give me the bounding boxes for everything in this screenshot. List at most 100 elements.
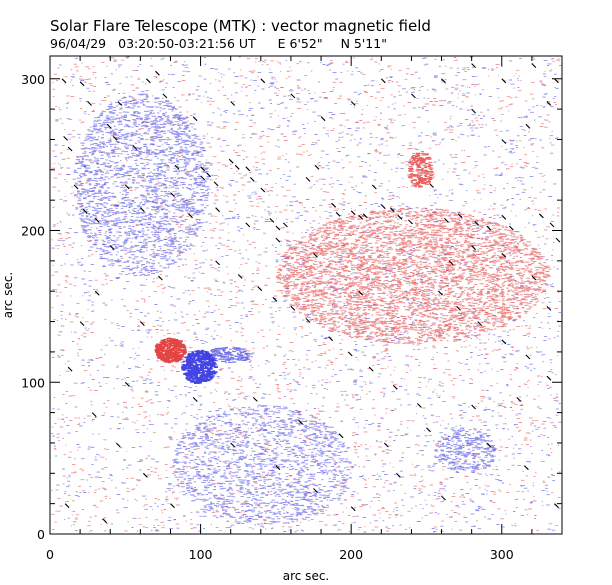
polarity-regions <box>73 93 552 527</box>
vector-mark <box>471 63 476 68</box>
vector-mark <box>392 384 398 390</box>
positive-spot-texture <box>154 337 187 364</box>
vector-mark <box>132 145 138 150</box>
axis-ticks <box>49 56 563 535</box>
vector-mark <box>429 183 434 188</box>
negative-plage-south-texture <box>172 404 352 527</box>
plot-area <box>51 56 563 533</box>
positive-noise <box>51 56 563 533</box>
vector-mark <box>124 184 130 190</box>
vector-mark <box>82 208 88 214</box>
vector-mark <box>230 101 236 106</box>
vector-mark <box>313 488 318 493</box>
vector-mark <box>441 78 446 84</box>
vector-mark <box>305 177 311 182</box>
vector-mark <box>539 213 544 219</box>
vector-mark <box>474 221 480 226</box>
vector-mark <box>338 433 344 439</box>
vector-mark <box>362 213 368 219</box>
vector-mark <box>380 78 386 84</box>
negative-plage-sw-texture <box>434 427 498 473</box>
obs-location-n: N 5'11" <box>341 36 387 51</box>
vector-mark <box>328 336 333 342</box>
negative-spot-texture <box>181 349 219 384</box>
vector-mark <box>371 184 377 190</box>
vector-mark <box>79 81 85 87</box>
vector-mark <box>396 472 401 478</box>
vector-mark <box>124 381 130 387</box>
vector-mark <box>73 184 79 190</box>
vector-mark <box>516 397 522 402</box>
vector-mark <box>260 187 266 193</box>
y-tick-label: 0 <box>37 527 45 542</box>
vector-mark <box>554 503 559 509</box>
vector-mark <box>237 274 243 279</box>
vector-mark <box>215 260 220 266</box>
vector-mark <box>501 339 507 345</box>
vector-mark <box>486 442 492 448</box>
positive-plage-mid-texture <box>275 207 552 345</box>
vector-mark <box>162 93 168 99</box>
y-tick-label: 300 <box>21 72 45 87</box>
vector-mark <box>260 78 266 84</box>
vector-mark <box>102 518 108 524</box>
vector-mark <box>290 306 296 311</box>
vector-mark <box>230 442 236 448</box>
vector-mark <box>501 252 507 258</box>
obs-date: 96/04/29 <box>50 36 106 51</box>
vector-mark <box>448 260 454 266</box>
vector-mark <box>283 222 288 228</box>
positive-plage-east-texture <box>407 151 435 188</box>
vector-mark <box>290 93 296 99</box>
x-tick-label: 200 <box>339 547 363 562</box>
vector-mark <box>525 354 531 360</box>
vector-mark <box>335 211 341 217</box>
negative-plage-west <box>73 93 210 276</box>
vector-mark <box>188 213 193 219</box>
vector-mark <box>61 78 67 84</box>
vector-mark <box>350 101 356 106</box>
vector-mark <box>143 472 148 478</box>
x-tick-label: 300 <box>490 547 514 562</box>
vector-mark <box>228 158 234 164</box>
vector-mark <box>275 225 281 231</box>
positive-plage-east <box>407 151 435 188</box>
vector-mark <box>438 290 443 296</box>
vector-mark <box>350 210 356 216</box>
vector-mark <box>331 202 336 208</box>
vector-mark <box>158 275 163 281</box>
x-tick-label: 100 <box>189 547 213 562</box>
vector-mark <box>109 245 115 251</box>
vector-mark <box>215 207 220 213</box>
vector-mark <box>358 290 364 296</box>
vector-mark <box>383 442 389 448</box>
vector-mark <box>174 164 180 170</box>
positive-plage-mid <box>275 207 552 345</box>
vector-mark <box>347 351 353 357</box>
vector-mark <box>170 503 175 509</box>
vector-mark <box>252 397 258 402</box>
vector-mark <box>426 427 431 433</box>
vector-mark <box>508 225 514 231</box>
chart-title: Solar Flare Telescope (MTK) : vector mag… <box>50 17 431 35</box>
vector-mark <box>106 123 112 129</box>
vector-mark <box>275 237 281 243</box>
negative-plage-sw <box>434 427 498 473</box>
negative-tail-texture <box>203 346 253 363</box>
obs-time-range: 03:20:50-03:21:56 UT <box>118 36 256 51</box>
vector-mark <box>314 164 320 170</box>
vector-mark <box>170 192 175 197</box>
vector-mark <box>67 366 73 372</box>
vector-mark <box>531 63 537 68</box>
vector-mark <box>368 366 374 372</box>
vector-mark <box>358 214 364 220</box>
vector-mark <box>200 166 205 172</box>
positive-spot <box>154 337 187 364</box>
vector-mark <box>313 252 318 258</box>
vector-mark <box>94 290 100 296</box>
vector-mark <box>408 219 413 225</box>
y-tick-label: 100 <box>21 375 45 390</box>
vector-mark <box>245 166 251 172</box>
vector-mark <box>501 214 507 220</box>
